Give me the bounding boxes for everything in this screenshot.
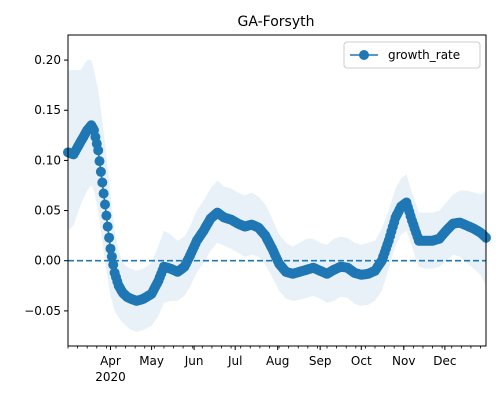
legend-dot-marker [359, 50, 369, 60]
confidence-band [68, 60, 486, 332]
y-tick-label: 0.10 [34, 153, 61, 167]
x-tick-label: Jul [227, 354, 242, 368]
x-tick-label: Oct [351, 354, 372, 368]
legend-box [343, 41, 481, 69]
data-point [101, 210, 112, 221]
chart-title: GA-Forsyth [238, 14, 315, 30]
confidence-band-layer [68, 60, 486, 332]
x-tick-label: Apr [100, 354, 121, 368]
data-point [105, 243, 116, 254]
data-point [97, 177, 108, 188]
x-tick-label: Aug [266, 354, 289, 368]
x-tick-label: Sep [309, 354, 332, 368]
data-point [108, 259, 119, 270]
x-axis: Apr 2020 May Jun Jul Aug Sep Oct Nov Dec [67, 346, 481, 384]
series-layer [63, 120, 491, 306]
y-tick-label: −0.05 [24, 304, 61, 318]
data-point [104, 232, 115, 243]
x-tick-label: Nov [392, 354, 415, 368]
x-tick-sublabel: 2020 [95, 370, 126, 384]
y-axis: −0.05 0.00 0.05 0.10 0.15 0.20 [24, 53, 68, 318]
x-tick-label: May [139, 354, 164, 368]
y-tick-label: 0.05 [34, 204, 61, 218]
legend-label-growth-rate: growth_rate [388, 48, 460, 62]
data-point [93, 145, 104, 156]
data-point [98, 188, 109, 199]
data-point [95, 166, 106, 177]
plot-frame [67, 34, 487, 347]
data-point [102, 221, 113, 232]
data-point [94, 156, 105, 167]
y-tick-label: 0.20 [34, 53, 61, 67]
y-tick-label: 0.00 [34, 254, 61, 268]
x-tick-label: Dec [433, 354, 456, 368]
legend: growth_rate [343, 41, 481, 69]
x-tick-label: Jun [184, 354, 204, 368]
data-point [106, 251, 117, 262]
data-point [100, 199, 110, 210]
y-tick-label: 0.15 [34, 103, 61, 117]
